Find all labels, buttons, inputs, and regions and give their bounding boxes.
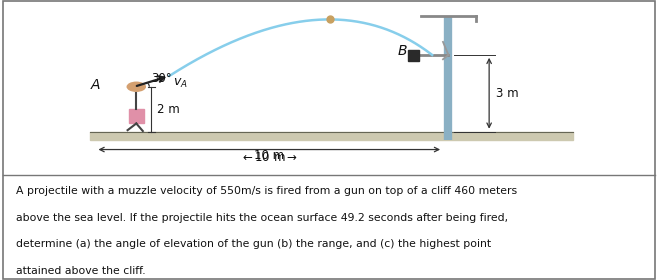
Text: B: B — [398, 45, 407, 59]
Text: A projectile with a muzzle velocity of 550m/s is fired from a gun on top of a cl: A projectile with a muzzle velocity of 5… — [16, 186, 517, 196]
Text: A: A — [91, 78, 101, 92]
Bar — [129, 109, 144, 123]
Text: $\leftarrow$10 m$\rightarrow$: $\leftarrow$10 m$\rightarrow$ — [240, 151, 298, 164]
Text: determine (a) the angle of elevation of the gun (b) the range, and (c) the highe: determine (a) the angle of elevation of … — [16, 239, 492, 249]
Text: 10 m: 10 m — [254, 149, 284, 162]
Text: $v_A$: $v_A$ — [172, 77, 188, 90]
Text: attained above the cliff.: attained above the cliff. — [16, 266, 146, 276]
Bar — [90, 132, 573, 140]
Text: 3 m: 3 m — [495, 87, 519, 100]
Text: 2 m: 2 m — [157, 103, 180, 116]
Bar — [408, 50, 418, 61]
Text: 30°: 30° — [151, 72, 172, 85]
Circle shape — [126, 81, 146, 92]
Text: above the sea level. If the projectile hits the ocean surface 49.2 seconds after: above the sea level. If the projectile h… — [16, 213, 509, 223]
